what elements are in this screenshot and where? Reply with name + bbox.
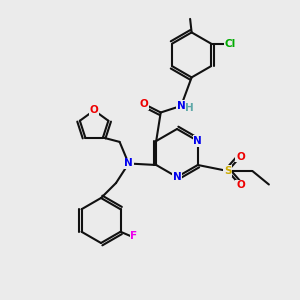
Text: F: F xyxy=(130,231,138,241)
Text: H: H xyxy=(185,103,194,113)
Text: N: N xyxy=(177,101,185,111)
Text: N: N xyxy=(172,172,182,182)
Text: O: O xyxy=(236,152,245,162)
Text: O: O xyxy=(236,180,245,190)
Text: N: N xyxy=(124,158,133,169)
Text: S: S xyxy=(224,166,232,176)
Text: O: O xyxy=(90,105,98,116)
Text: Cl: Cl xyxy=(225,39,236,49)
Text: N: N xyxy=(194,136,202,146)
Text: O: O xyxy=(140,99,148,109)
